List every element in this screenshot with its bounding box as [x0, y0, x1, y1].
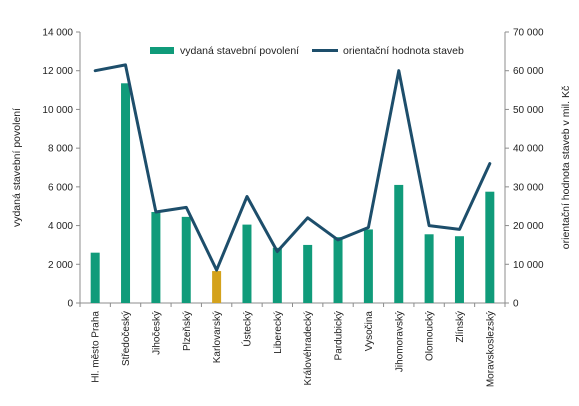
y-tick-right-label: 30 000: [513, 182, 544, 193]
x-tick-label: Karlovarský: [212, 311, 223, 363]
bar: [303, 244, 313, 303]
x-tick-label: Moravskoslezský: [485, 311, 496, 387]
y-tick-right-label: 40 000: [513, 144, 544, 155]
x-tick-label: Hl. město Praha: [91, 311, 102, 383]
y-tick-left-label: 12 000: [42, 66, 73, 77]
x-tick-label: Plzeňský: [182, 311, 193, 351]
bar: [424, 234, 434, 303]
x-tick-label: Pardubický: [334, 311, 345, 360]
legend: vydaná stavební povolení orientační hodn…: [150, 45, 464, 57]
y-axis-title-left: vydaná stavební povolení: [11, 108, 23, 227]
x-tick-label: Liberecký: [273, 311, 284, 354]
y-tick-left-label: 6 000: [48, 182, 73, 193]
x-tick-label: Středočeský: [121, 311, 132, 366]
bar: [212, 271, 222, 303]
y-tick-right-label: 20 000: [513, 221, 544, 232]
y-tick-left-label: 8 000: [48, 144, 73, 155]
y-tick-left-label: 4 000: [48, 221, 73, 232]
axes: [76, 31, 509, 307]
x-tick-label: Jihomoravský: [394, 311, 405, 372]
bar: [363, 229, 373, 303]
bar: [394, 184, 404, 303]
y-tick-right-label: 60 000: [513, 66, 544, 77]
y-axis-title-right: orientační hodnota staveb v mil. Kč: [560, 86, 572, 249]
x-tick-label: Jihočeský: [151, 311, 162, 355]
y-tick-right-label: 10 000: [513, 260, 544, 271]
legend-line-label: orientační hodnota staveb: [343, 45, 464, 57]
bar: [181, 216, 191, 303]
x-tick-label: Olomoucký: [425, 311, 436, 361]
x-tick-label: Ústecký: [240, 311, 253, 347]
axis-labels: 0 2 000 4 000 6 000 8 000 10 000 12 000 14 000 0…: [42, 28, 544, 388]
bar-series: [90, 83, 495, 304]
y-tick-left-label: 10 000: [42, 105, 73, 116]
bar: [454, 236, 464, 303]
y-tick-left-label: 2 000: [48, 260, 73, 271]
y-tick-right-label: 70 000: [513, 28, 544, 39]
x-tick-label: Královéhradecký: [303, 311, 314, 385]
y-tick-right-label: 0: [513, 299, 519, 310]
bar: [333, 237, 343, 303]
y-tick-left-label: 14 000: [42, 28, 73, 39]
y-tick-right-label: 50 000: [513, 105, 544, 116]
legend-bar-swatch: [150, 47, 174, 54]
bar: [151, 212, 161, 303]
bar: [121, 83, 131, 304]
y-tick-left-label: 0: [67, 299, 73, 310]
legend-bar-label: vydaná stavební povolení: [180, 45, 299, 57]
bar: [90, 252, 100, 303]
bar: [272, 247, 282, 303]
x-tick-label: Vysočina: [364, 311, 375, 352]
bar: [485, 191, 495, 303]
line-series: [93, 63, 492, 272]
bar: [242, 224, 252, 303]
line-path: [93, 63, 492, 272]
x-tick-label: Zlínský: [455, 311, 466, 343]
